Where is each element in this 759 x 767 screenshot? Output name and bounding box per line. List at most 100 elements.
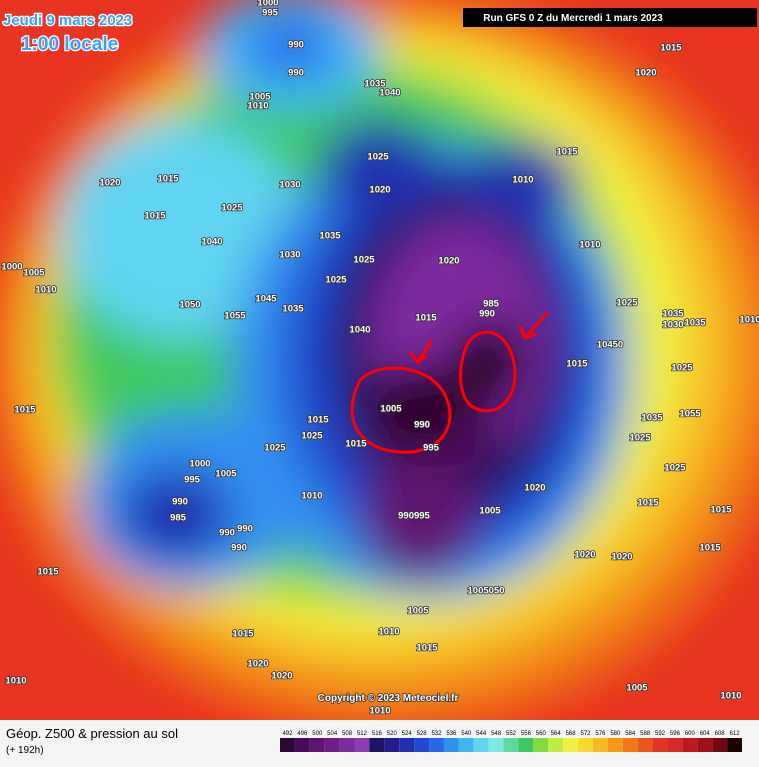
isobar-label: 1015 xyxy=(416,643,438,654)
local-time: 1:00 locale xyxy=(21,34,118,55)
isobar-label: 1015 xyxy=(699,543,721,554)
scale-swatch xyxy=(354,738,370,752)
scale-label: 584 xyxy=(625,731,636,737)
isobar-label: 1000 xyxy=(1,262,22,273)
isobar-label: 1010 xyxy=(512,175,533,186)
scale-label: 512 xyxy=(357,731,368,737)
isobar-label: 1040 xyxy=(201,237,222,248)
isobar-label: 990 xyxy=(414,420,430,431)
isobar-label: 1025 xyxy=(325,275,347,286)
isobar-label: 1025 xyxy=(664,463,686,474)
isobar-label: 1015 xyxy=(637,498,659,509)
isobar-label: 1010 xyxy=(5,676,26,687)
scale-swatch xyxy=(503,738,519,752)
isobar-label: 1055 xyxy=(679,409,701,420)
isobar-label: 1005 xyxy=(380,404,402,415)
scale-swatch xyxy=(369,738,385,752)
scale-swatch xyxy=(667,738,683,752)
scale-swatch xyxy=(622,738,638,752)
isobar-label: 1025 xyxy=(671,363,693,374)
isobar-label: 1010 xyxy=(378,627,399,638)
scale-label: 520 xyxy=(387,731,398,737)
geopotential-field xyxy=(0,0,759,730)
footer-title: Géop. Z500 & pression au sol xyxy=(6,726,178,741)
scale-label: 572 xyxy=(581,731,592,737)
isobar-label: 1035 xyxy=(684,318,706,329)
isobar-label: 1015 xyxy=(307,415,329,426)
scale-label: 504 xyxy=(327,731,338,737)
isobar-label: 1015 xyxy=(144,211,166,222)
scale-swatch xyxy=(652,738,668,752)
forecast-lead: (+ 192h) xyxy=(6,745,44,756)
isobar-label: 1030 xyxy=(279,250,300,261)
isobar-label: 1025 xyxy=(616,298,638,309)
scale-swatch xyxy=(443,738,459,752)
scale-swatch xyxy=(607,738,623,752)
run-info: Run GFS 0 Z du Mercredi 1 mars 2023 xyxy=(483,13,663,24)
isobar-label: 1020 xyxy=(524,483,545,494)
scale-label: 564 xyxy=(551,731,562,737)
isobar-label: 990 xyxy=(479,309,495,320)
scale-swatch xyxy=(727,738,742,752)
isobar-label: 990 xyxy=(288,40,304,51)
isobar-label: 1025 xyxy=(367,152,389,163)
scale-label: 580 xyxy=(610,731,621,737)
scale-label: 604 xyxy=(700,731,711,737)
scale-label: 532 xyxy=(431,731,442,737)
isobar-label: 1015 xyxy=(345,439,367,450)
isobar-label: 1055 xyxy=(224,311,246,322)
isobar-label: 1030 xyxy=(662,320,683,331)
isobar-label: 995 xyxy=(262,8,279,19)
isobar-label: 1010 xyxy=(369,706,390,717)
isobar-label: 1020 xyxy=(99,178,120,189)
scale-label: 500 xyxy=(312,731,323,737)
isobar-label: 1015 xyxy=(415,313,437,324)
isobar-label: 1020 xyxy=(635,68,656,79)
scale-label: 600 xyxy=(685,731,696,737)
isobar-label: 990 xyxy=(219,528,235,539)
scale-label: 508 xyxy=(342,731,353,737)
isobar-label: 1025 xyxy=(353,255,375,266)
isobar-label: 1045 xyxy=(255,294,277,305)
scale-label: 560 xyxy=(536,731,547,737)
isobar-label: 1025 xyxy=(301,431,323,442)
scale-swatch xyxy=(294,738,310,752)
isobar-label: 1010 xyxy=(579,240,600,251)
scale-swatch xyxy=(592,738,608,752)
isobar-label: 990 xyxy=(231,543,247,554)
isobar-label: 1015 xyxy=(232,629,254,640)
isobar-label: 1025 xyxy=(264,443,286,454)
scale-swatch xyxy=(533,738,549,752)
isobar-label: 1015 xyxy=(566,359,588,370)
isobar-label: 990 xyxy=(237,524,253,535)
scale-swatch xyxy=(697,738,713,752)
scale-label: 516 xyxy=(372,731,383,737)
scale-label: 540 xyxy=(461,731,472,737)
scale-swatch xyxy=(429,738,444,752)
isobar-label: 1040 xyxy=(379,88,400,99)
scale-swatch xyxy=(682,738,698,752)
scale-swatch xyxy=(578,738,593,752)
isobar-label: 1035 xyxy=(662,309,684,320)
scale-label: 576 xyxy=(595,731,606,737)
isobar-label: 1010 xyxy=(35,285,56,296)
isobar-label: 1010 xyxy=(247,101,268,112)
isobar-label: 1010 xyxy=(301,491,322,502)
scale-swatch xyxy=(414,738,430,752)
run-box xyxy=(463,8,757,27)
isobar-label: 1005 xyxy=(23,268,45,279)
isobar-label: 1015 xyxy=(710,505,732,516)
scale-label: 496 xyxy=(297,731,308,737)
isobar-label: 1020 xyxy=(369,185,390,196)
scale-label: 528 xyxy=(417,731,428,737)
copyright: Copyright © 2023 Meteociel.fr xyxy=(318,693,459,704)
scale-swatch xyxy=(473,738,489,752)
scale-swatch xyxy=(339,738,355,752)
isobar-label: 1020 xyxy=(574,550,595,561)
valid-date: Jeudi 9 mars 2023 xyxy=(3,12,132,29)
isobar-label: 1020 xyxy=(247,659,268,670)
isobar-label: 1005 xyxy=(479,506,501,517)
isobar-label: 1040 xyxy=(349,325,370,336)
